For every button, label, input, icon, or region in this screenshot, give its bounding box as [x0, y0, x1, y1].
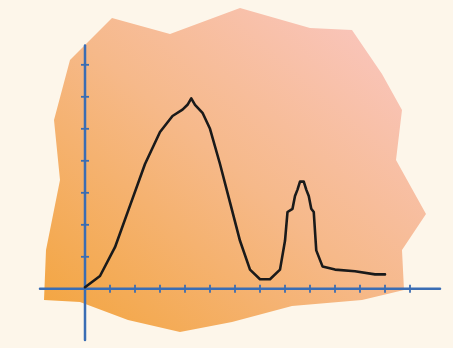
x-tick	[184, 285, 186, 293]
x-tick	[259, 285, 261, 293]
y-tick	[81, 160, 89, 162]
x-tick	[109, 285, 111, 293]
x-axis	[40, 288, 440, 291]
x-tick	[284, 285, 286, 293]
y-tick	[81, 64, 89, 66]
y-tick	[81, 192, 89, 194]
chart-wrap	[0, 0, 453, 348]
x-tick	[384, 285, 386, 293]
x-tick	[309, 285, 311, 293]
chart-svg	[0, 0, 453, 348]
x-tick	[209, 285, 211, 293]
y-tick	[81, 224, 89, 226]
x-tick	[159, 285, 161, 293]
y-tick	[81, 128, 89, 130]
x-tick	[334, 285, 336, 293]
x-tick	[409, 285, 411, 293]
background-blob	[44, 8, 426, 332]
y-tick	[81, 256, 89, 258]
x-tick	[234, 285, 236, 293]
plot-area	[85, 98, 385, 287]
x-tick	[134, 285, 136, 293]
x-tick	[359, 285, 361, 293]
y-tick	[81, 96, 89, 98]
data-line	[85, 98, 385, 287]
